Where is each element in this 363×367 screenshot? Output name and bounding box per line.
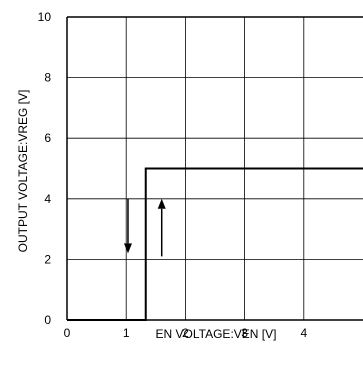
x-tick-label-1: 1 xyxy=(123,326,130,340)
plot-frame xyxy=(66,16,363,321)
series-line-0 xyxy=(67,167,363,321)
series-layer xyxy=(67,167,363,321)
annotation-arrow-up-1 xyxy=(157,198,166,257)
y-tick-label-3: 6 xyxy=(44,131,51,145)
y-tick-label-5: 10 xyxy=(38,10,52,24)
y-tick-label-0: 0 xyxy=(44,313,51,327)
y-tick-label-2: 4 xyxy=(44,192,51,206)
annotation-head-1 xyxy=(157,198,166,209)
x-tick-label-3: 3 xyxy=(241,326,248,340)
annotation-head-0 xyxy=(123,243,132,254)
tick-labels: 0 1 2 3 4 0 2 4 6 8 10 xyxy=(38,10,308,340)
y-tick-label-1: 2 xyxy=(44,252,51,266)
annotation-layer xyxy=(123,198,166,257)
x-tick-label-0: 0 xyxy=(64,326,71,340)
x-tick-label-2: 2 xyxy=(182,326,189,340)
y-axis-label: OUTPUT VOLTAGE:VREG [V] xyxy=(16,90,30,253)
x-tick-label-4: 4 xyxy=(300,326,307,340)
y-tick-label-4: 8 xyxy=(44,71,51,85)
x-axis-label: EN VOLTAGE:VEN [V] xyxy=(156,327,277,341)
annotation-arrow-down-0 xyxy=(123,198,132,254)
